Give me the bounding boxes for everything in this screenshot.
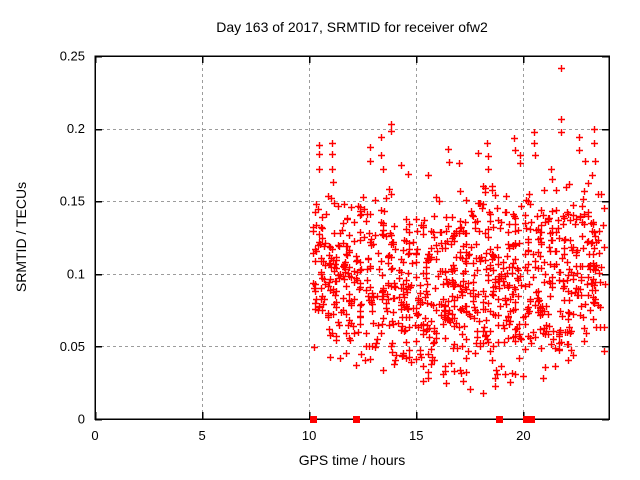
y-tick-label: 0.2 <box>67 121 85 136</box>
x-tick-label: 20 <box>516 428 530 443</box>
chart-title: Day 163 of 2017, SRMTID for receiver ofw… <box>216 19 488 35</box>
y-tick-label: 0.15 <box>60 194 85 209</box>
event-square-marker <box>528 416 535 423</box>
x-axis-title: GPS time / hours <box>298 452 406 468</box>
y-tick-label: 0.05 <box>60 339 85 354</box>
plot-border <box>94 55 610 420</box>
x-tick-label: 5 <box>198 428 205 443</box>
x-tick-label: 0 <box>91 428 98 443</box>
event-markers <box>310 416 535 423</box>
plot-border-and-ticks <box>94 55 610 421</box>
y-tick-label: 0 <box>78 412 85 427</box>
x-tick-label: 15 <box>409 428 423 443</box>
event-square-marker <box>353 416 360 423</box>
event-square-marker <box>523 416 530 423</box>
event-square-marker <box>496 416 503 423</box>
x-tick-label: 10 <box>302 428 316 443</box>
y-tick-label: 0.25 <box>60 49 85 64</box>
event-square-marker <box>310 416 317 423</box>
y-tick-label: 0.1 <box>67 266 85 281</box>
scatter-points <box>310 65 609 397</box>
grid-lines <box>95 56 609 419</box>
tick-labels: 0 5 10 15 20 0 0.05 0.1 0.15 0.2 0.25 <box>60 49 531 444</box>
